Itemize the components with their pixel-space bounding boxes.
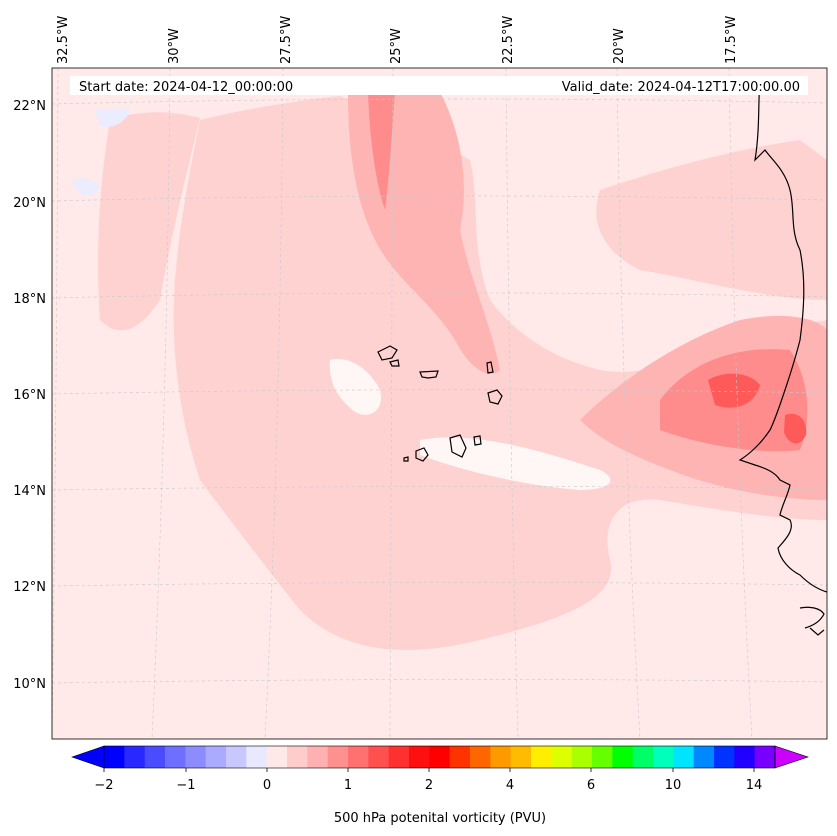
colorbar-segment — [632, 746, 654, 768]
graticule — [52, 68, 827, 739]
field-strong-streamer — [368, 92, 395, 210]
colorbar-tick-2: 2 — [425, 778, 433, 793]
africa-coastline — [738, 79, 827, 593]
colorbar-label: 500 hPa potenital vorticity (PVU) — [334, 811, 546, 826]
colorbar-segment — [673, 746, 695, 768]
colorbar-segment — [327, 746, 349, 768]
colorbar-tick-4: 4 — [506, 778, 514, 793]
field-max-east — [708, 373, 760, 408]
field-max-coast — [784, 413, 807, 444]
colorbar-segment — [266, 746, 288, 768]
cape-verde-sao-vicente — [389, 359, 400, 367]
lon-label-17-5w: 17.5°W — [724, 16, 739, 64]
colorbar-segment — [409, 746, 430, 768]
lon-label-25w: 25°W — [389, 28, 404, 64]
colorbar-segment — [185, 746, 207, 768]
colorbar-tick-0: 0 — [263, 778, 271, 793]
colorbar-segment — [490, 746, 512, 768]
pv-field — [52, 68, 827, 739]
map-frame — [51, 67, 828, 740]
coastlines — [377, 79, 827, 636]
colorbar-segment — [246, 746, 268, 768]
lon-label-30w: 30°W — [167, 28, 182, 64]
colorbar-segment — [388, 746, 410, 768]
lon-label-22-5w: 22.5°W — [501, 16, 516, 64]
colorbar-segment — [510, 746, 532, 768]
colorbar-segment — [734, 746, 756, 768]
info-bar — [70, 76, 808, 95]
colorbar-ticks — [103, 768, 755, 772]
colorbar: −2 −1 0 1 2 4 6 10 14 500 hPa potenital … — [71, 745, 809, 826]
field-zero-patch-1 — [329, 359, 381, 415]
colorbar-over-arrow — [774, 745, 809, 769]
colorbar-tick-14: 14 — [746, 778, 763, 793]
colorbar-segment — [144, 746, 166, 768]
colorbar-tick-m2: −2 — [94, 778, 113, 793]
lat-label-16n: 16°N — [13, 388, 46, 403]
colorbar-tick-10: 10 — [665, 778, 682, 793]
cape-verde-sao-nicolau — [419, 370, 439, 379]
field-zero-patch-2 — [420, 437, 611, 490]
field-light-band — [98, 112, 200, 331]
colorbar-segments — [104, 746, 776, 768]
colorbar-segment — [307, 746, 329, 768]
lon-labels: 32.5°W 30°W 27.5°W 25°W 22.5°W 20°W 17.5… — [56, 16, 739, 64]
colorbar-frame — [103, 745, 776, 769]
cape-verde-maio — [473, 435, 482, 446]
colorbar-segment — [571, 746, 593, 768]
colorbar-tick-m1: −1 — [176, 778, 195, 793]
cape-verde-sal — [486, 361, 494, 374]
field-negative-1 — [95, 108, 130, 128]
colorbar-segment — [612, 746, 634, 768]
lat-label-12n: 12°N — [13, 580, 46, 595]
lat-label-20n: 20°N — [13, 196, 46, 211]
colorbar-segment — [714, 746, 735, 768]
lat-labels: 22°N 20°N 18°N 16°N 14°N 12°N 10°N — [13, 99, 46, 692]
colorbar-segment — [348, 746, 369, 768]
colorbar-segment — [124, 746, 146, 768]
colorbar-segment — [754, 746, 776, 768]
cape-verde-fogo — [415, 447, 429, 462]
start-date-label: Start date: 2024-04-12_00:00:00 — [79, 80, 293, 95]
cape-verde-boa-vista — [487, 389, 503, 405]
colorbar-segment — [470, 746, 491, 768]
colorbar-tick-1: 1 — [344, 778, 352, 793]
colorbar-segment — [693, 746, 715, 768]
lon-label-32-5w: 32.5°W — [56, 16, 71, 64]
cape-verde-santo-antao — [377, 345, 398, 361]
colorbar-under-arrow — [71, 745, 105, 769]
lon-label-20w: 20°W — [612, 28, 627, 64]
valid-date-label: Valid_date: 2024-04-12T17:00:00.00 — [562, 80, 800, 95]
colorbar-segment — [226, 746, 247, 768]
colorbar-segment — [205, 746, 227, 768]
field-negative-2 — [72, 178, 100, 196]
colorbar-segment — [165, 746, 186, 768]
colorbar-segment — [449, 746, 471, 768]
lat-label-14n: 14°N — [13, 484, 46, 499]
cape-verde-brava — [403, 456, 409, 462]
colorbar-segment — [653, 746, 674, 768]
lat-label-10n: 10°N — [13, 677, 46, 692]
lon-label-27-5w: 27.5°W — [279, 16, 294, 64]
colorbar-segment — [429, 746, 451, 768]
cape-verde-santiago — [449, 434, 467, 458]
colorbar-segment — [551, 746, 573, 768]
field-light-east — [596, 140, 827, 300]
colorbar-tick-6: 6 — [587, 778, 595, 793]
lat-label-22n: 22°N — [13, 99, 46, 114]
colorbar-segment — [592, 746, 613, 768]
colorbar-segment — [531, 746, 552, 768]
lat-label-18n: 18°N — [13, 292, 46, 307]
colorbar-segment — [287, 746, 308, 768]
africa-coastline-south — [799, 606, 825, 636]
colorbar-segment — [104, 746, 125, 768]
colorbar-segment — [368, 746, 390, 768]
field-light-region — [173, 96, 827, 650]
